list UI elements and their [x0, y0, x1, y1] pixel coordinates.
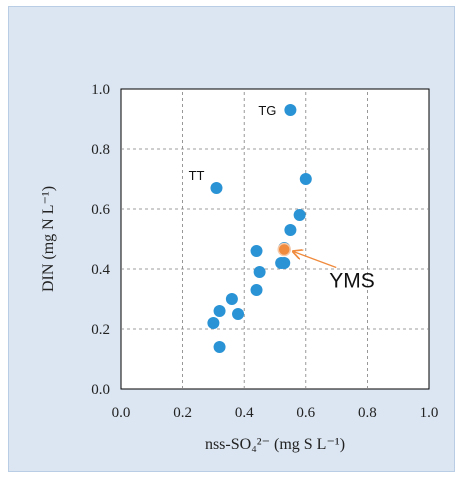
x-tick-label: 0.2	[173, 405, 192, 421]
y-tick-label: 0.2	[91, 322, 110, 338]
annotation-label-yms: YMS	[329, 270, 375, 293]
data-point	[299, 173, 312, 185]
x-axis-title: nss-SO₄²⁻ (mg S L⁻¹)	[205, 436, 345, 453]
x-tick-label: 1.0	[420, 405, 439, 421]
annotation-label-tg: TG	[258, 103, 276, 118]
data-point	[225, 293, 238, 305]
grid-lines	[121, 89, 429, 389]
data-point	[284, 104, 297, 116]
data-point-highlight	[277, 242, 291, 257]
y-tick-label: 0.0	[91, 382, 110, 398]
data-point	[210, 182, 223, 194]
data-point	[284, 224, 297, 236]
annotations: TG TT YMS	[189, 103, 375, 293]
y-tick-label: 0.6	[91, 202, 110, 218]
data-point	[213, 341, 226, 353]
y-tick-label: 0.8	[91, 142, 110, 158]
y-tick-label: 1.0	[91, 82, 110, 98]
x-tick-label: 0.4	[235, 405, 254, 421]
annotation-arrow	[293, 252, 337, 269]
data-point	[250, 245, 263, 257]
data-points	[207, 104, 312, 353]
y-axis-title: DIN (mg N L⁻¹)	[40, 186, 57, 292]
tick-labels: 0.0 0.2 0.4 0.6 0.8 1.0 0.0 0.2 0.4 0.6 0.8 1.0	[91, 82, 438, 421]
data-point	[207, 317, 220, 329]
plot-area	[120, 88, 430, 390]
y-tick-label: 0.4	[91, 262, 110, 278]
data-point	[253, 266, 266, 278]
data-point	[250, 284, 263, 296]
annotation-label-tt: TT	[189, 168, 205, 183]
data-point	[213, 305, 226, 317]
data-point	[232, 308, 245, 320]
x-tick-label: 0.8	[358, 405, 377, 421]
data-point	[293, 209, 306, 221]
x-tick-label: 0.0	[112, 405, 131, 421]
x-tick-label: 0.6	[296, 405, 315, 421]
data-point	[278, 257, 291, 269]
